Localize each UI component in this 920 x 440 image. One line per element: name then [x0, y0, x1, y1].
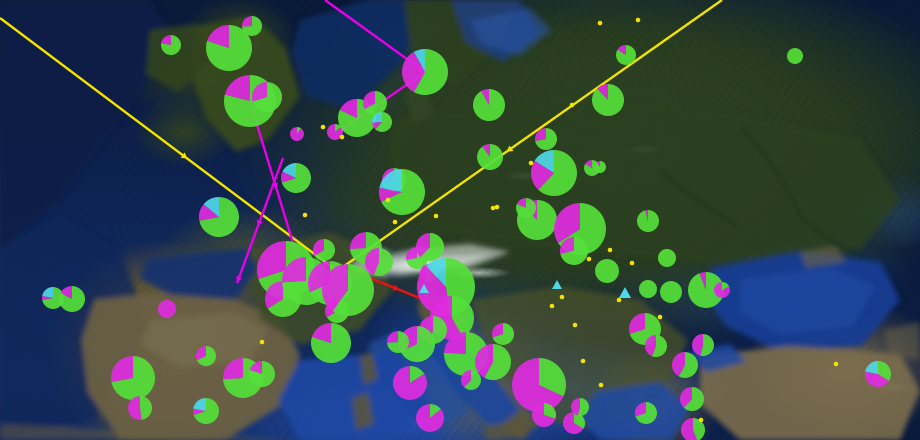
pie-marker[interactable]	[59, 285, 86, 312]
pie-marker[interactable]	[681, 418, 705, 440]
point-marker[interactable]	[635, 17, 641, 23]
pie-marker[interactable]	[616, 45, 636, 66]
pie-marker[interactable]	[393, 366, 427, 401]
pie-marker[interactable]	[242, 16, 262, 37]
point-marker[interactable]	[616, 297, 622, 303]
pie-marker[interactable]	[326, 124, 343, 140]
point-marker[interactable]	[607, 247, 613, 253]
pie-marker[interactable]	[386, 331, 409, 354]
pie-marker[interactable]	[636, 210, 659, 232]
point-marker[interactable]	[572, 322, 578, 328]
point-marker-layer[interactable]	[259, 17, 839, 423]
triangle-marker	[552, 280, 562, 290]
pie-marker[interactable]	[416, 233, 445, 262]
point-marker[interactable]	[580, 358, 586, 364]
pie-marker[interactable]	[372, 112, 392, 132]
point-marker[interactable]	[433, 213, 439, 219]
point-marker[interactable]	[549, 303, 555, 309]
flow-magenta-uk[interactable]	[235, 157, 285, 284]
point-marker[interactable]	[385, 197, 391, 203]
point-marker[interactable]	[586, 256, 592, 262]
pie-marker[interactable]	[473, 89, 506, 121]
pie-marker[interactable]	[206, 25, 252, 71]
point-marker[interactable]	[629, 260, 635, 266]
point-marker[interactable]	[320, 124, 326, 130]
pie-marker[interactable]	[476, 144, 503, 170]
pie-marker[interactable]	[787, 48, 803, 64]
triangle-marker	[618, 286, 632, 298]
point-marker[interactable]	[302, 212, 308, 218]
triangle-marker	[419, 284, 429, 294]
pie-marker-layer[interactable]	[42, 16, 891, 440]
pie-marker[interactable]	[671, 352, 698, 378]
pie-marker[interactable]	[281, 163, 312, 193]
pie-marker[interactable]	[311, 323, 352, 363]
pie-marker[interactable]	[415, 404, 444, 432]
pie-marker[interactable]	[42, 287, 65, 310]
pie-marker[interactable]	[592, 84, 624, 116]
pie-marker[interactable]	[660, 281, 682, 303]
point-marker[interactable]	[559, 294, 565, 300]
point-marker[interactable]	[833, 361, 839, 367]
pie-marker[interactable]	[160, 35, 181, 55]
pie-marker[interactable]	[512, 358, 567, 412]
pie-marker[interactable]	[322, 264, 374, 317]
pie-marker[interactable]	[402, 49, 449, 96]
pie-marker[interactable]	[691, 334, 714, 356]
pie-marker[interactable]	[535, 128, 557, 151]
point-marker[interactable]	[528, 160, 534, 166]
pie-marker[interactable]	[313, 239, 336, 261]
pie-marker[interactable]	[158, 300, 176, 318]
pie-marker[interactable]	[594, 161, 607, 173]
point-marker[interactable]	[657, 314, 663, 320]
pie-marker[interactable]	[193, 398, 220, 424]
pie-marker[interactable]	[865, 361, 891, 387]
point-marker[interactable]	[597, 20, 603, 26]
pie-marker[interactable]	[474, 344, 511, 380]
pie-marker[interactable]	[560, 237, 589, 265]
point-marker[interactable]	[698, 417, 704, 423]
point-marker[interactable]	[339, 134, 345, 140]
pie-marker[interactable]	[249, 361, 275, 388]
point-marker[interactable]	[598, 382, 604, 388]
pie-marker[interactable]	[644, 335, 667, 357]
flow-arrow-layer[interactable]	[0, 0, 723, 313]
pie-marker[interactable]	[195, 346, 216, 366]
pie-marker[interactable]	[364, 248, 393, 276]
pie-marker[interactable]	[199, 197, 239, 238]
pie-marker[interactable]	[595, 259, 619, 283]
pie-marker[interactable]	[639, 280, 657, 298]
pie-marker[interactable]	[252, 82, 282, 113]
point-marker[interactable]	[569, 102, 575, 108]
pie-marker[interactable]	[688, 272, 725, 308]
pie-marker[interactable]	[713, 282, 730, 298]
point-marker[interactable]	[490, 205, 496, 211]
pie-marker[interactable]	[461, 370, 482, 390]
pie-marker[interactable]	[531, 403, 556, 428]
point-marker[interactable]	[259, 339, 265, 345]
point-marker[interactable]	[494, 204, 500, 210]
pie-marker[interactable]	[680, 387, 704, 411]
pie-marker[interactable]	[658, 249, 676, 267]
pie-marker[interactable]	[531, 150, 577, 197]
pie-marker[interactable]	[635, 402, 658, 425]
point-marker[interactable]	[392, 219, 398, 225]
pie-marker[interactable]	[128, 396, 153, 420]
triangle-marker-layer	[419, 280, 632, 298]
pie-marker[interactable]	[363, 91, 387, 115]
pie-marker[interactable]	[378, 169, 425, 215]
pie-marker[interactable]	[110, 356, 155, 400]
pie-marker[interactable]	[570, 398, 589, 416]
pie-marker[interactable]	[516, 198, 536, 219]
pie-marker[interactable]	[563, 412, 585, 434]
pie-marker[interactable]	[290, 127, 304, 142]
pie-marker[interactable]	[492, 323, 515, 345]
